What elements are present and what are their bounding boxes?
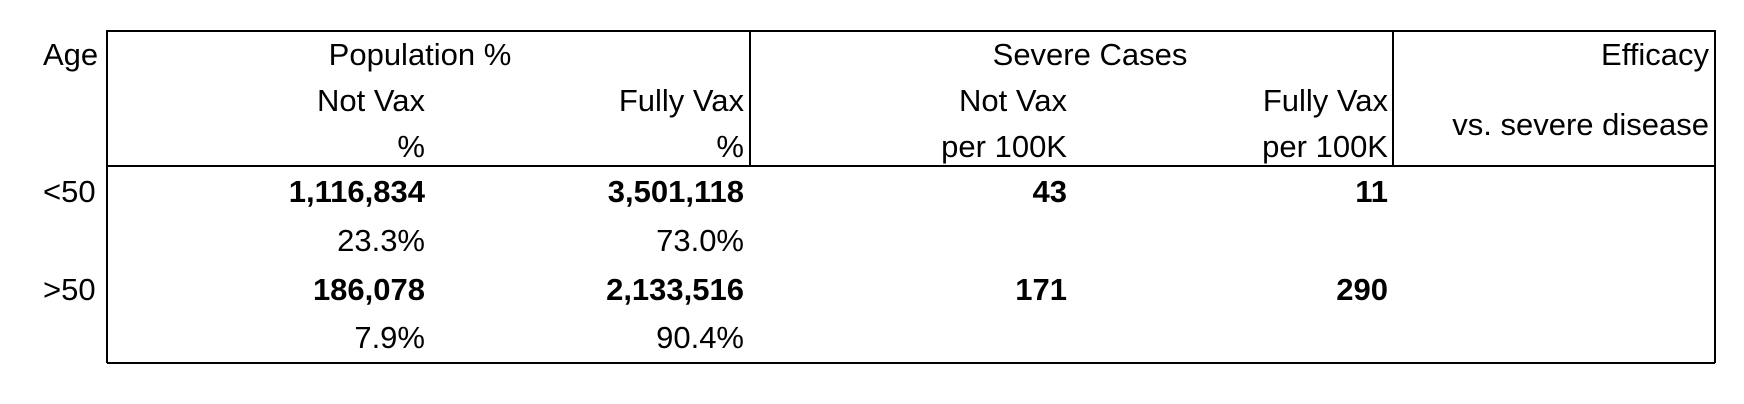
table-bottom-border [107, 362, 1715, 364]
pop-fully-vax-header: Fully Vax [618, 83, 744, 118]
under-50-severe-not-vax: 43 [1032, 174, 1067, 209]
sev-not-vax-header: Not Vax [959, 83, 1067, 118]
sev-fully-vax-unit: per 100K [1262, 129, 1388, 164]
population-severe-divider [749, 30, 751, 166]
over-50-fully-vax-count: 2,133,516 [606, 272, 744, 307]
efficacy-header: Efficacy [1601, 37, 1709, 72]
under-50-fully-vax-count: 3,501,118 [607, 174, 744, 209]
under-50-fully-vax-pct: 73.0% [656, 223, 744, 258]
table-top-border [107, 30, 1715, 32]
over-50-severe-not-vax: 171 [1015, 272, 1067, 307]
age-over-50: >50 [43, 272, 96, 307]
over-50-fully-vax-pct: 90.4% [656, 320, 744, 355]
under-50-severe-fully-vax: 11 [1355, 174, 1388, 209]
pop-not-vax-unit: % [397, 129, 425, 164]
efficacy-subheader: vs. severe disease [1452, 107, 1709, 142]
over-50-severe-fully-vax: 290 [1336, 272, 1388, 307]
header-bottom-border [107, 165, 1715, 167]
pop-not-vax-header: Not Vax [317, 83, 425, 118]
age-header: Age [43, 37, 99, 72]
sev-not-vax-unit: per 100K [941, 129, 1067, 164]
over-50-not-vax-pct: 7.9% [354, 320, 425, 355]
over-50-efficacy [1400, 270, 1709, 310]
age-under-50: <50 [43, 174, 96, 209]
table-left-border [106, 30, 108, 363]
pop-fully-vax-unit: % [716, 129, 744, 164]
table-right-border [1714, 30, 1716, 363]
severe-cases-group-header: Severe Cases [992, 37, 1188, 72]
population-group-header: Population % [328, 37, 512, 72]
under-50-efficacy [1400, 172, 1709, 212]
over-50-not-vax-count: 186,078 [312, 272, 425, 307]
severe-efficacy-divider [1392, 30, 1394, 166]
under-50-not-vax-count: 1,116,834 [288, 174, 425, 209]
sev-fully-vax-header: Fully Vax [1262, 83, 1388, 118]
under-50-not-vax-pct: 23.3% [337, 223, 425, 258]
